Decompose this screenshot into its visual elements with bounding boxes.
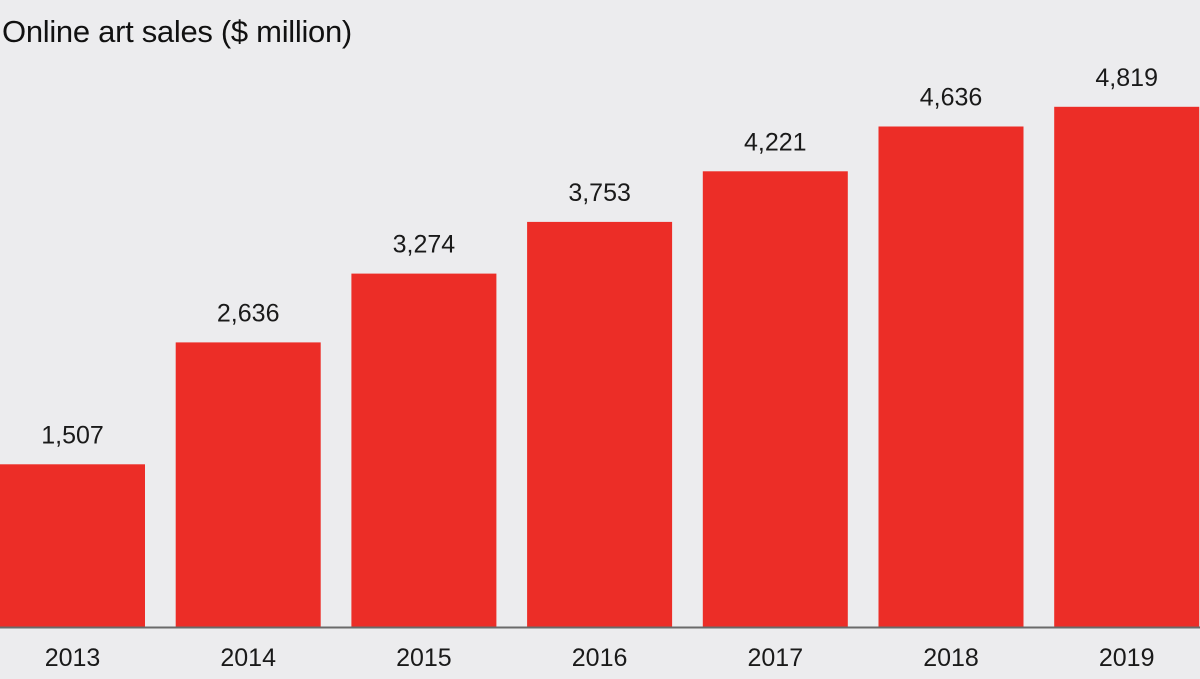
value-label-2013: 1,507 — [41, 421, 104, 449]
x-tick-labels-group: 2013 2014 2015 2016 2017 2018 2019 — [45, 644, 1155, 672]
value-label-2016: 3,753 — [568, 179, 631, 207]
value-label-2015: 3,274 — [393, 231, 456, 259]
bar-2019 — [1054, 106, 1200, 628]
value-label-2018: 4,636 — [920, 84, 983, 112]
bar-2013 — [0, 464, 145, 627]
bar-2018 — [878, 126, 1024, 627]
bars-group — [0, 106, 1200, 628]
x-tick-label-2014: 2014 — [220, 644, 276, 672]
bar-2015 — [351, 273, 497, 627]
value-labels-group: 1,507 2,636 3,274 3,753 4,221 4,636 4,819 — [41, 64, 1158, 449]
value-label-2019: 4,819 — [1095, 64, 1158, 92]
bar-2014 — [175, 342, 321, 627]
x-tick-label-2017: 2017 — [747, 644, 803, 672]
bar-2016 — [527, 221, 673, 627]
chart-title: Online art sales ($ million) — [2, 14, 352, 49]
bar-2017 — [702, 171, 848, 628]
value-label-2017: 4,221 — [744, 128, 807, 156]
x-tick-label-2018: 2018 — [923, 644, 979, 672]
x-tick-label-2015: 2015 — [396, 644, 452, 672]
x-tick-label-2013: 2013 — [45, 644, 101, 672]
x-tick-label-2019: 2019 — [1099, 644, 1155, 672]
x-tick-label-2016: 2016 — [572, 644, 628, 672]
value-label-2014: 2,636 — [217, 299, 280, 327]
